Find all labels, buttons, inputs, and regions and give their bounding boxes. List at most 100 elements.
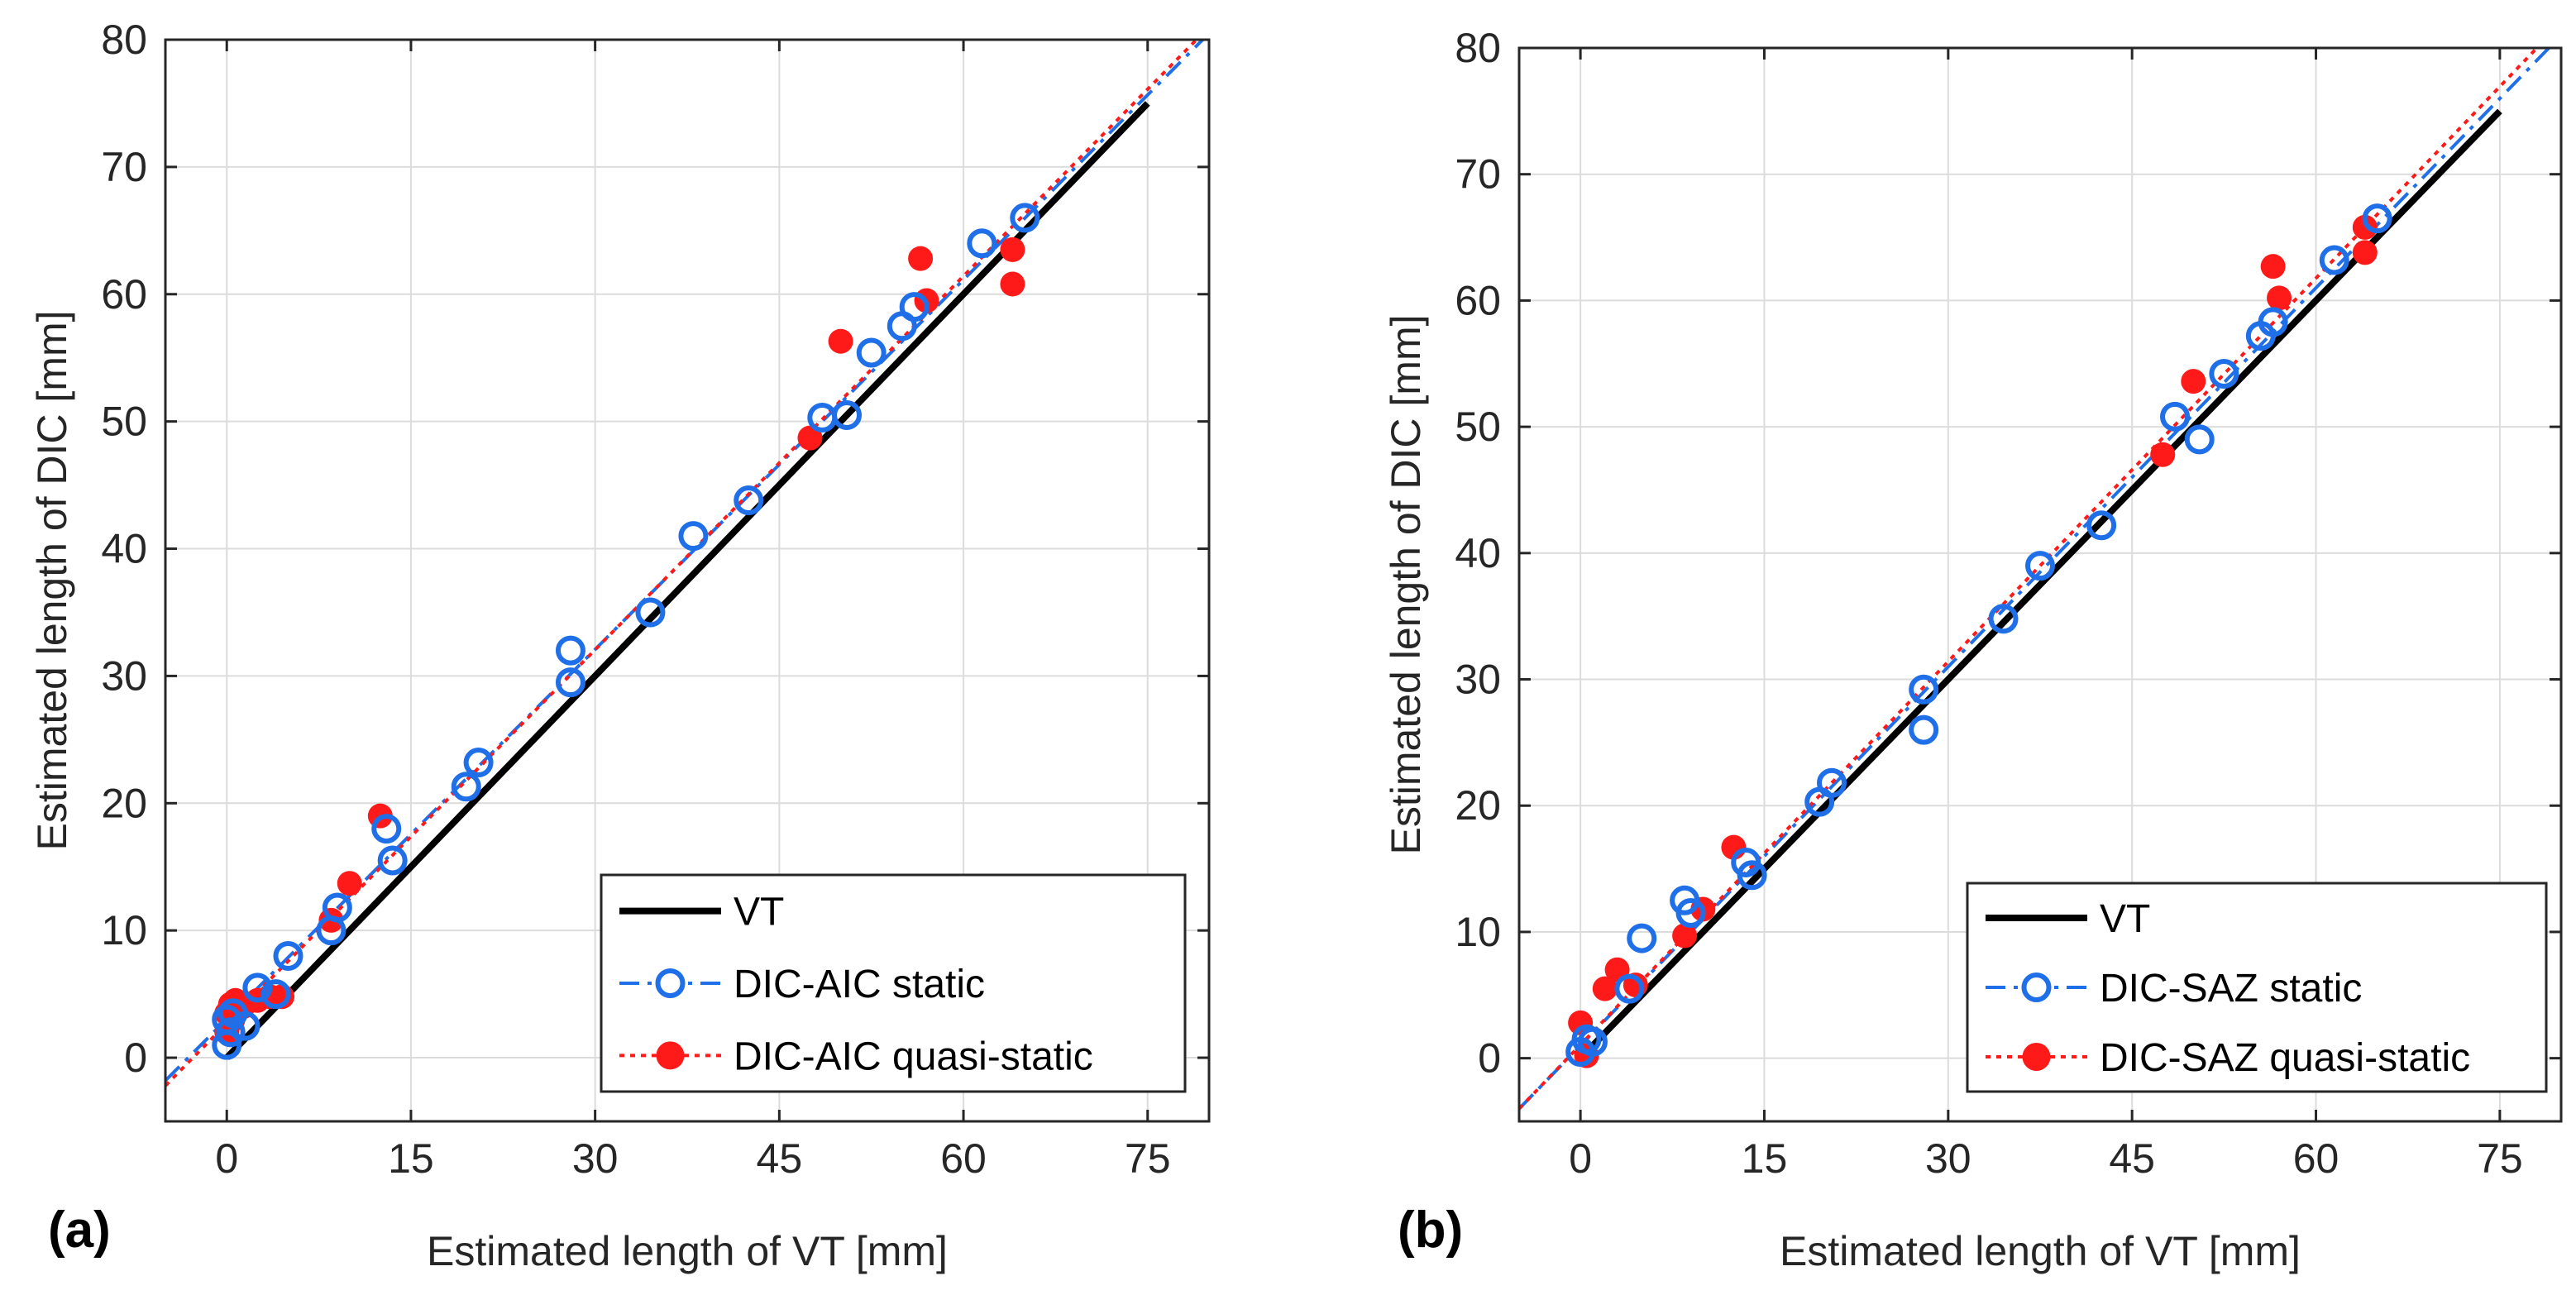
static-point: [2362, 203, 2392, 234]
quasi-static-point: [1592, 976, 1618, 1001]
y-tick-label: 70: [1455, 151, 1501, 198]
y-axis-label: Estimated length of DIC [mm]: [29, 310, 75, 850]
legend-entry-label: DIC-AIC quasi-static: [734, 1035, 1093, 1078]
y-tick-label: 0: [124, 1035, 147, 1081]
static-point: [212, 1004, 242, 1035]
static-point: [1577, 1026, 1608, 1057]
legend-entry-label: DIC-SAZ static: [2100, 967, 2362, 1011]
plot-a: [165, 40, 1206, 1087]
static-point: [1614, 973, 1645, 1004]
legend-swatch-static-marker: [655, 968, 686, 998]
quasi-static-fit-line: [165, 40, 1199, 1087]
legend-entry-label: DIC-SAZ quasi-static: [2100, 1036, 2470, 1080]
legend-entry-label: DIC-AIC static: [734, 963, 985, 1006]
quasi-static-point: [2352, 214, 2378, 240]
quasi-static-point: [2352, 240, 2378, 265]
x-tick-label: 30: [572, 1135, 619, 1182]
y-tick-label: 30: [1455, 657, 1501, 703]
legend-entry-label: VT: [734, 891, 784, 934]
static-point: [2086, 510, 2117, 541]
quasi-static-point: [2150, 442, 2176, 467]
y-tick-label: 40: [1455, 530, 1501, 576]
y-tick-label: 60: [1455, 277, 1501, 323]
y-tick-label: 80: [101, 17, 147, 63]
static-point: [734, 485, 764, 516]
x-axis-label: Estimated length of VT [mm]: [427, 1228, 948, 1274]
x-tick-label: 15: [388, 1135, 434, 1182]
static-point: [1675, 898, 1706, 929]
chart-panel-b: 0 15 30 45 60 75 0 10 20 30 40 50 60 70 80 Estimated le…: [1288, 0, 2575, 1295]
chart-panel-a: 0 15 30 45 60 75 0 10 20 30 40 50 60 70 80 Estimated le…: [29, 17, 1211, 1274]
static-point: [242, 972, 273, 1003]
static-point: [1627, 923, 1657, 953]
y-tick-label: 30: [101, 652, 147, 699]
panel-label-b: (b): [1398, 1202, 1464, 1259]
static-point: [1737, 860, 1767, 891]
x-tick-label: 60: [2293, 1135, 2339, 1182]
quasi-static-point: [1000, 271, 1025, 297]
x-tick-label: 60: [940, 1135, 987, 1182]
y-tick-label: 80: [1455, 25, 1501, 71]
y-tick-label: 60: [101, 271, 147, 318]
static-point: [967, 228, 997, 259]
static-point: [2184, 424, 2215, 455]
static-point: [856, 337, 887, 368]
plot-b: [1519, 48, 2551, 1111]
chart-a-svg: 0 15 30 45 60 75 0 10 20 30 40 50 60 70 80 Estimated le…: [29, 17, 1211, 1274]
legend-a: VT DIC-AIC static DIC-AIC quasi-static: [600, 873, 1187, 1093]
axes-frame-b: [1517, 46, 2563, 1123]
y-tick-label: 50: [1455, 404, 1501, 450]
chart-b-svg: 0 15 30 45 60 75 0 10 20 30 40 50 60 70 80 Estimated le…: [1383, 25, 2563, 1274]
y-tick-label: 50: [101, 399, 147, 445]
x-tick-label: 30: [1925, 1135, 1971, 1182]
quasi-static-point: [1000, 237, 1025, 262]
x-tick-label: 0: [1569, 1135, 1592, 1182]
static-point: [635, 597, 666, 628]
static-point: [555, 667, 585, 698]
y-tick-label: 10: [1455, 909, 1501, 955]
panel-label-a: (a): [48, 1202, 111, 1259]
y-tick-label: 0: [1478, 1035, 1501, 1082]
quasi-static-point: [2260, 254, 2286, 280]
y-tick-label: 20: [101, 780, 147, 826]
static-point: [2209, 358, 2239, 389]
static-point: [555, 635, 585, 666]
y-tick-label: 40: [101, 526, 147, 572]
x-tick-label: 45: [2109, 1135, 2155, 1182]
static-point: [273, 940, 303, 971]
y-axis-label: Estimated length of DIC [mm]: [1383, 314, 1429, 854]
legend-b: VT DIC-SAZ static DIC-SAZ quasi-static: [1966, 882, 2548, 1093]
ticks-a: 0 15 30 45 60 75 0 10 20 30 40 50 60 70 80: [101, 17, 1209, 1182]
static-point: [371, 814, 402, 844]
static-point: [1909, 714, 1939, 745]
quasi-static-point: [797, 425, 823, 451]
vt-line: [1578, 108, 2502, 1061]
quasi-static-point: [1672, 923, 1698, 949]
legend-swatch-quasi-marker: [656, 1041, 685, 1070]
y-tick-label: 20: [1455, 782, 1501, 829]
static-point: [832, 399, 863, 430]
static-point: [2258, 307, 2288, 337]
quasi-static-point: [908, 246, 934, 271]
x-axis-label: Estimated length of VT [mm]: [1780, 1228, 2301, 1274]
x-tick-label: 15: [1742, 1135, 1788, 1182]
static-point: [322, 892, 352, 923]
x-tick-label: 45: [757, 1135, 803, 1182]
legend-swatch-quasi-marker: [2022, 1043, 2051, 1071]
quasi-static-point: [828, 328, 853, 354]
static-point: [1988, 604, 2019, 634]
axes-frame-a: [164, 38, 1211, 1123]
x-tick-label: 75: [2477, 1135, 2523, 1182]
vt-line: [224, 101, 1150, 1060]
static-point: [215, 1017, 246, 1048]
legend-entry-label: VT: [2100, 897, 2150, 941]
static-point: [377, 845, 408, 876]
quasi-static-point: [2181, 369, 2206, 394]
static-point: [451, 772, 481, 802]
static-point: [2025, 551, 2055, 581]
quasi-static-point: [2267, 285, 2292, 311]
static-point: [1010, 203, 1040, 233]
legend-swatch-static-marker: [2021, 972, 2052, 1002]
static-point: [2319, 245, 2349, 275]
static-point: [1817, 767, 1847, 798]
